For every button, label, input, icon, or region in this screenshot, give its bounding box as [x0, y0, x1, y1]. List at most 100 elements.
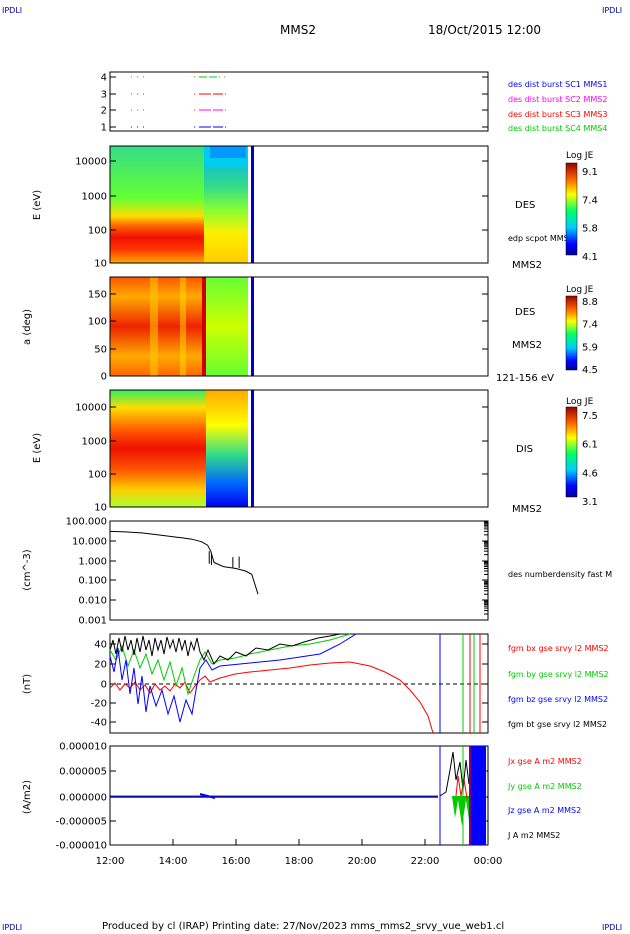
density-y-tick-label: 100.000: [66, 517, 107, 528]
dis-energy-block-a: [110, 390, 206, 507]
dis-energy-colorbar-title: Log JE: [566, 397, 594, 407]
des-pitch-frame: [109, 276, 489, 377]
density-y-tick-label: 1.000: [78, 557, 107, 568]
des-pitch-spacecraft-label: MMS2: [512, 340, 542, 351]
corner-label-top-right: IPDLI: [602, 6, 622, 15]
des-energy-y-ticks: 10000 1000 100 10: [75, 157, 488, 270]
footer-credits: Produced by cl (IRAP) Printing date: 27/…: [102, 921, 504, 932]
fgm-legend-bx: fgm bx gse srvy l2 MMS2: [508, 644, 609, 653]
density-y-tick-label: 10.000: [72, 537, 107, 548]
current-legend-jz: Jz gse A m2 MMS2: [507, 806, 581, 815]
des-energy-colorbar-tick-label: 4.1: [582, 252, 598, 263]
corner-label-bottom-right: IPDLI: [602, 923, 622, 932]
density-ylabel: (cm^-3): [22, 549, 33, 590]
des-energy-colorbar-tick-label: 9.1: [582, 167, 598, 178]
des-energy-stripe: [251, 146, 254, 263]
fgm-panel: 40 20 0 -20 -40 (nT) fgm bx gse srvy l2 MMS2…: [22, 633, 609, 734]
fgm-y-tick-label: -40: [91, 718, 107, 729]
time-tick-label: 12:00: [96, 856, 125, 867]
density-panel: 100.000 10.000 1.000 0.100 0.010 0.001 (cm^-3…: [22, 517, 612, 627]
density-spikes: [208, 521, 488, 615]
fgm-y-tick-label: 20: [94, 660, 107, 671]
des-energy-colorbar-title: Log JE: [566, 151, 594, 161]
density-y-tick-label: 0.100: [78, 576, 107, 587]
dis-energy-colorbar-tick-label: 3.1: [582, 497, 598, 508]
fgm-y-ticks: 40 20 0 -20 -40: [91, 640, 488, 729]
burst-marks: [131, 76, 228, 128]
current-legend-j: J A m2 MMS2: [507, 831, 560, 840]
des-energy-y-tick-label: 10000: [75, 157, 107, 168]
density-legend: des numberdensity fast M: [508, 570, 612, 579]
current-y-tick-label: 0.000010: [59, 742, 107, 753]
des-pitch-colorbar-tick-label: 8.8: [582, 297, 598, 308]
current-blip: [199, 793, 216, 799]
current-burst-black: [439, 751, 470, 797]
header-spacecraft: MMS2: [280, 23, 316, 37]
des-pitch-y-tick-label: 100: [88, 317, 107, 328]
dis-energy-y-tick-label: 10000: [75, 403, 107, 414]
des-pitch-range-label: 121-156 eV: [496, 373, 554, 384]
des-energy-block-d: [210, 146, 246, 158]
current-frame: [109, 745, 489, 846]
des-energy-colorbar-tick-label: 5.8: [582, 224, 598, 235]
des-energy-colorbar: [565, 162, 578, 256]
time-tick-label: 20:00: [348, 856, 377, 867]
fgm-bt-line: [109, 633, 341, 665]
dis-energy-stripe: [251, 390, 254, 507]
des-pitch-ylabel: a (deg): [22, 309, 33, 345]
fgm-ylabel: (nT): [22, 674, 33, 694]
des-energy-y-tick-label: 1000: [82, 192, 107, 203]
current-legend-jy: Jy gse A m2 MMS2: [507, 782, 582, 791]
density-series-line: [109, 530, 259, 595]
des-energy-ylabel: E (eV): [32, 190, 43, 220]
dis-energy-frame: [109, 389, 489, 508]
burst-legend-sc1: des dist burst SC1 MMS1: [508, 80, 607, 89]
des-pitch-colorbar-title: Log JE: [566, 285, 594, 295]
burst-legend-sc4: des dist burst SC4 MMS4: [508, 124, 607, 133]
current-y-tick-label: 0.000000: [59, 793, 107, 804]
burst-legend-sc3: des dist burst SC3 MMS3: [508, 110, 607, 119]
des-pitch-colorbar-tick-label: 4.5: [582, 365, 598, 376]
burst-panel-frame: [109, 71, 489, 132]
burst-y-tick-label: 1: [101, 123, 107, 134]
current-burst-green: [452, 796, 469, 826]
dis-energy-panel: 10000 1000 100 10 E (eV) DIS MMS2 Log JE 7.…: [32, 389, 598, 515]
burst-panel: 4 3 2 1 des dist burst SC1 MMS1 des dist bu…: [101, 71, 607, 134]
time-tick-label: 14:00: [159, 856, 188, 867]
fgm-legend-bz: fgm bz gse srvy l2 MMS2: [508, 695, 608, 704]
current-panel: 0.000010 0.000005 0.000000 -0.000005 -0.0000…: [22, 742, 582, 852]
des-pitch-y-ticks: 150 100 50 0: [88, 290, 488, 383]
des-pitch-block-b: [204, 277, 248, 376]
burst-legend-sc2: des dist burst SC2 MMS2: [508, 95, 607, 104]
des-pitch-band-c: [202, 277, 206, 376]
dis-energy-colorbar-tick-label: 4.6: [582, 468, 598, 479]
fgm-by-line: [109, 633, 351, 696]
dis-energy-colorbar-tick-label: 7.5: [582, 411, 598, 422]
fgm-legend-bt: fgm bt gse srvy l2 MMS2: [508, 720, 607, 729]
des-energy-spacecraft-label: MMS2: [512, 260, 542, 271]
current-y-tick-label: 0.000005: [59, 767, 107, 778]
des-pitch-colorbar: [565, 295, 578, 371]
des-pitch-stripe: [251, 277, 254, 376]
density-y-tick-label: 0.001: [78, 616, 107, 627]
dis-energy-y-tick-label: 10: [94, 503, 107, 514]
time-tick-label: 18:00: [285, 856, 314, 867]
des-pitch-colorbar-ticks: 8.8 7.4 5.9 4.5: [582, 297, 598, 376]
dis-energy-y-tick-label: 1000: [82, 437, 107, 448]
des-pitch-colorbar-tick-label: 5.9: [582, 342, 598, 353]
dis-energy-colorbar-tick-label: 6.1: [582, 440, 598, 451]
time-tick-label: 16:00: [222, 856, 251, 867]
burst-y-tick-label: 2: [101, 106, 107, 117]
dis-energy-y-tick-label: 100: [88, 470, 107, 481]
corner-label-top-left: IPDLI: [2, 6, 22, 15]
des-energy-y-tick-label: 100: [88, 226, 107, 237]
burst-y-tick-label: 4: [101, 73, 107, 84]
density-y-ticks: 100.000 10.000 1.000 0.100 0.010 0.001: [66, 517, 488, 627]
des-pitch-panel: 150 100 50 0 a (deg) DES MMS2 121-156 eV Lo…: [22, 276, 598, 384]
current-ylabel: (A/m2): [22, 780, 33, 814]
fgm-y-tick-label: -20: [91, 699, 107, 710]
des-energy-block-a: [110, 146, 204, 263]
des-energy-instrument-label: DES: [515, 200, 535, 211]
current-burst-red: [455, 775, 468, 799]
